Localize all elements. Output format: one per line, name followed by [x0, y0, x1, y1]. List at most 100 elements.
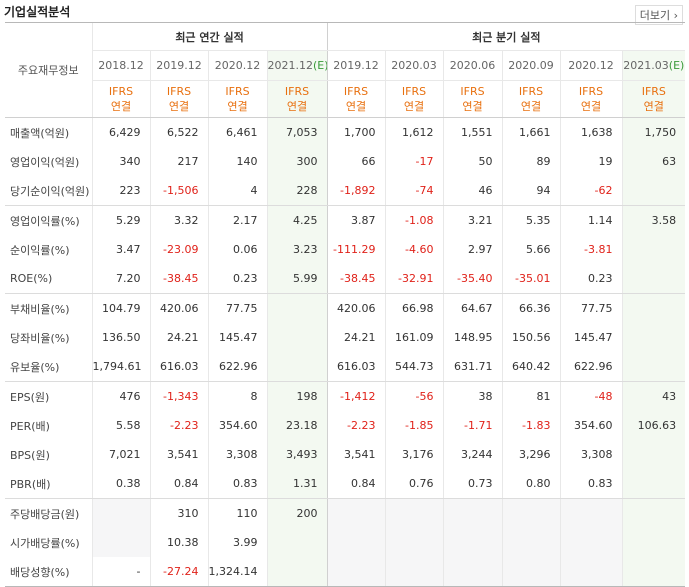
period-date: 2020.06 [449, 59, 496, 72]
value-cell [442, 528, 503, 557]
value-cell: 622.96 [207, 352, 267, 382]
value-cell [326, 498, 386, 528]
value-cell: 0.84 [149, 469, 208, 499]
row-label: 영업이익(억원) [10, 155, 80, 169]
data-row: 유보율(%) 1,794.61 616.03 622.96 616.03 544.73 63… [5, 352, 686, 382]
basis-header: IFRS 연결 [326, 80, 386, 118]
value-cell: 228 [266, 176, 328, 206]
value-cell: 7,053 [266, 117, 328, 147]
period-header: 2020.12 [207, 50, 267, 81]
value-cell: 8 [207, 381, 267, 411]
value-cell: -1,506 [149, 176, 208, 206]
value-cell: 631.71 [442, 352, 503, 382]
period-header: 2018.12 [91, 50, 150, 81]
value-cell: 354.60 [559, 411, 623, 440]
period-date: 2020.09 [508, 59, 554, 72]
value-cell: 3,296 [501, 440, 561, 469]
row-label: 당좌비율(%) [10, 331, 70, 345]
value-cell [326, 557, 386, 587]
period-date: 2020.03 [391, 59, 437, 72]
data-row: 영업이익(억원) 340 217 140 300 66 -17 50 89 19 63 [5, 147, 686, 176]
value-cell: 1,638 [559, 117, 623, 147]
value-cell: -1,892 [326, 176, 386, 206]
basis: 연결 [345, 100, 367, 113]
value-cell: 3.23 [266, 235, 328, 264]
data-row: 당좌비율(%) 136.50 24.21 145.47 24.21 161.09 148.9… [5, 323, 686, 352]
value-cell: 38 [442, 381, 503, 411]
row-label: 주당배당금(원) [10, 507, 80, 521]
value-cell: 43 [621, 381, 686, 411]
value-cell: 3.32 [149, 205, 208, 235]
corner-cell: 주요재무정보 [5, 22, 92, 118]
value-cell: -32.91 [384, 264, 444, 294]
value-cell: 104.79 [91, 293, 150, 323]
value-cell: 19 [559, 147, 623, 176]
value-cell: 66.98 [384, 293, 444, 323]
value-cell: - [91, 557, 150, 587]
standard: IFRS [518, 85, 544, 98]
value-cell: 3.21 [442, 205, 503, 235]
header-row: 주요재무정보 최근 연간 실적 최근 분기 실적 [5, 22, 686, 118]
data-row: 매출액(억원) 6,429 6,522 6,461 7,053 1,700 1,612 1,5… [5, 117, 686, 147]
value-cell: 0.23 [207, 264, 267, 294]
value-cell: 7.20 [91, 264, 150, 294]
value-cell [621, 352, 686, 382]
value-cell: 544.73 [384, 352, 444, 382]
value-cell [442, 498, 503, 528]
row-label: 배당성향(%) [5, 557, 92, 587]
performance-table: 주요재무정보 최근 연간 실적 최근 분기 실적 2018.12 2019.12 2020… [5, 22, 686, 587]
value-cell: 1.31 [266, 469, 328, 499]
value-cell [621, 557, 686, 587]
value-cell: 3.99 [207, 528, 267, 557]
basis: 연결 [286, 100, 308, 113]
value-cell: -4.60 [384, 235, 444, 264]
value-cell [559, 557, 623, 587]
value-cell [384, 528, 444, 557]
value-cell: -35.01 [501, 264, 561, 294]
period-header: 2020.06 [442, 50, 503, 81]
value-cell: 50 [442, 147, 503, 176]
value-cell: 150.56 [501, 323, 561, 352]
value-cell: 145.47 [559, 323, 623, 352]
row-label: 순이익률(%) [10, 243, 70, 257]
value-cell: 6,461 [207, 117, 267, 147]
basis: 연결 [520, 100, 542, 113]
value-cell: 161.09 [384, 323, 444, 352]
estimate-mark: (E) [668, 59, 685, 72]
value-cell: 5.58 [91, 411, 150, 440]
value-cell: -1,343 [149, 381, 208, 411]
value-cell: -1.08 [384, 205, 444, 235]
row-label: 매출액(억원) [10, 126, 70, 140]
value-cell: 81 [501, 381, 561, 411]
value-cell [621, 235, 686, 264]
value-cell: 5.29 [91, 205, 150, 235]
value-cell: 3,244 [442, 440, 503, 469]
basis: 연결 [227, 100, 248, 113]
value-cell: 148.95 [442, 323, 503, 352]
value-cell [621, 469, 686, 499]
header-row: IFRS 연결 IFRS 연결 IFRS 연결 IFRS 연결 IFRS 연결 IFRS 연결 IFRS… [5, 80, 686, 118]
row-label: ROE(%) [5, 264, 92, 294]
value-cell: 66 [326, 147, 386, 176]
value-cell [442, 557, 503, 587]
data-row: 부채비율(%) 104.79 420.06 77.75 420.06 66.98 64.67… [5, 293, 686, 323]
basis: 연결 [168, 100, 190, 113]
row-label: 영업이익률(%) [10, 214, 80, 228]
period-date: 2020.12 [568, 59, 614, 72]
value-cell: 3,308 [559, 440, 623, 469]
value-cell: 6,522 [149, 117, 208, 147]
basis-header: IFRS 연결 [621, 80, 686, 118]
value-cell: 106.63 [621, 411, 686, 440]
more-label[interactable]: 더보기 [639, 9, 671, 22]
value-cell: -23.09 [149, 235, 208, 264]
value-cell: 1.14 [559, 205, 623, 235]
value-cell: 10.38 [149, 528, 208, 557]
value-cell: 640.42 [501, 352, 561, 382]
value-cell: 217 [149, 147, 208, 176]
value-cell: 5.99 [266, 264, 328, 294]
value-cell: -1.85 [384, 411, 444, 440]
data-row: 배당성향(%) - -27.24 1,324.14 [5, 557, 686, 587]
value-cell: -62 [559, 176, 623, 206]
value-cell: 0.23 [559, 264, 623, 294]
row-label: 시가배당률(%) [10, 536, 80, 550]
